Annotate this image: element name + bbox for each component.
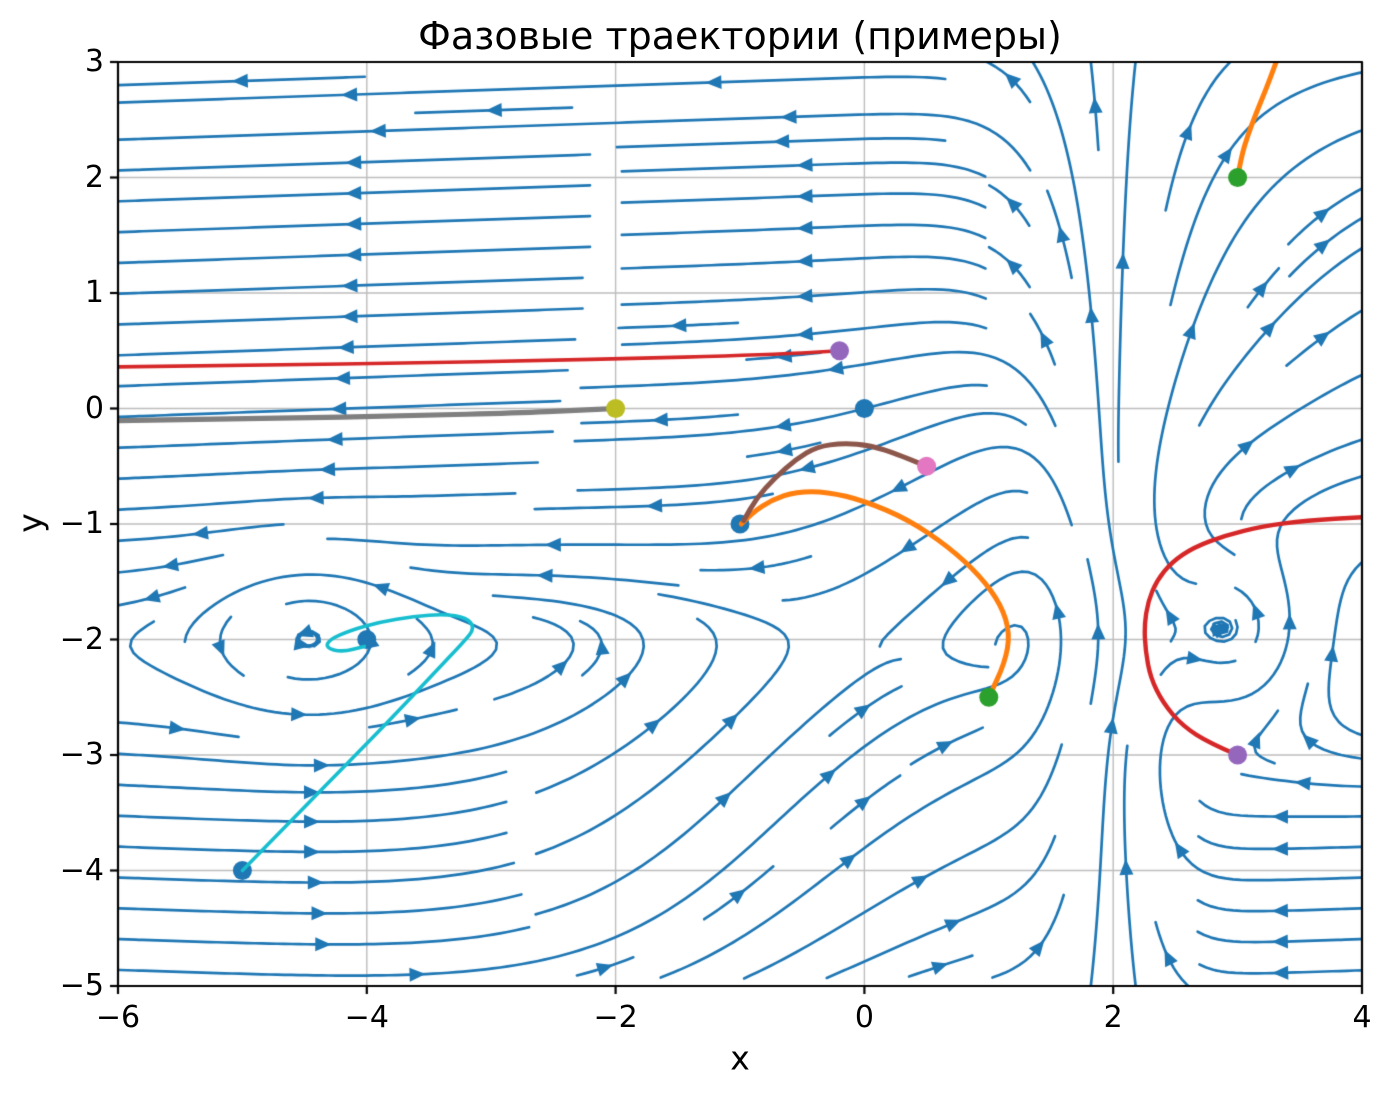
y-tick-label: −4 xyxy=(59,852,104,888)
x-tick-label: −4 xyxy=(344,1000,389,1035)
y-tick-label: −3 xyxy=(59,737,104,772)
x-tick-label: 2 xyxy=(1103,1000,1123,1035)
y-tick-label: 1 xyxy=(84,275,104,310)
y-tick-label: 3 xyxy=(84,44,104,79)
x-tick-label: −6 xyxy=(95,1000,141,1035)
x-axis-label: x xyxy=(730,1038,750,1078)
y-tick-label: 0 xyxy=(84,390,104,426)
chart-title: Фазовые траектории (примеры) xyxy=(418,14,1062,58)
y-tick-label: −5 xyxy=(59,968,104,1003)
y-tick-label: −2 xyxy=(59,621,104,657)
x-tick-label: 4 xyxy=(1352,1000,1372,1035)
x-tick-label: −2 xyxy=(593,1000,638,1035)
x-tick-label: 0 xyxy=(854,1000,874,1035)
y-tick-label: 2 xyxy=(84,159,104,195)
y-tick-label: −1 xyxy=(59,506,104,541)
